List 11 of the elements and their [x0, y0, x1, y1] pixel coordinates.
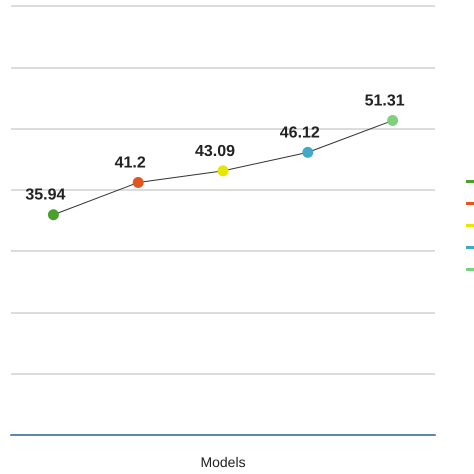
data-label: 46.12: [280, 124, 320, 142]
x-axis-title: Models: [200, 454, 246, 470]
point: [132, 177, 144, 188]
point: [302, 146, 314, 158]
data-label: 51.31: [364, 92, 405, 110]
point: [48, 209, 59, 220]
point: [218, 165, 228, 176]
data-label: 43.09: [194, 142, 236, 160]
data-label: 41.2: [114, 154, 146, 172]
data-label: 35.94: [25, 186, 66, 204]
point: [387, 115, 398, 126]
